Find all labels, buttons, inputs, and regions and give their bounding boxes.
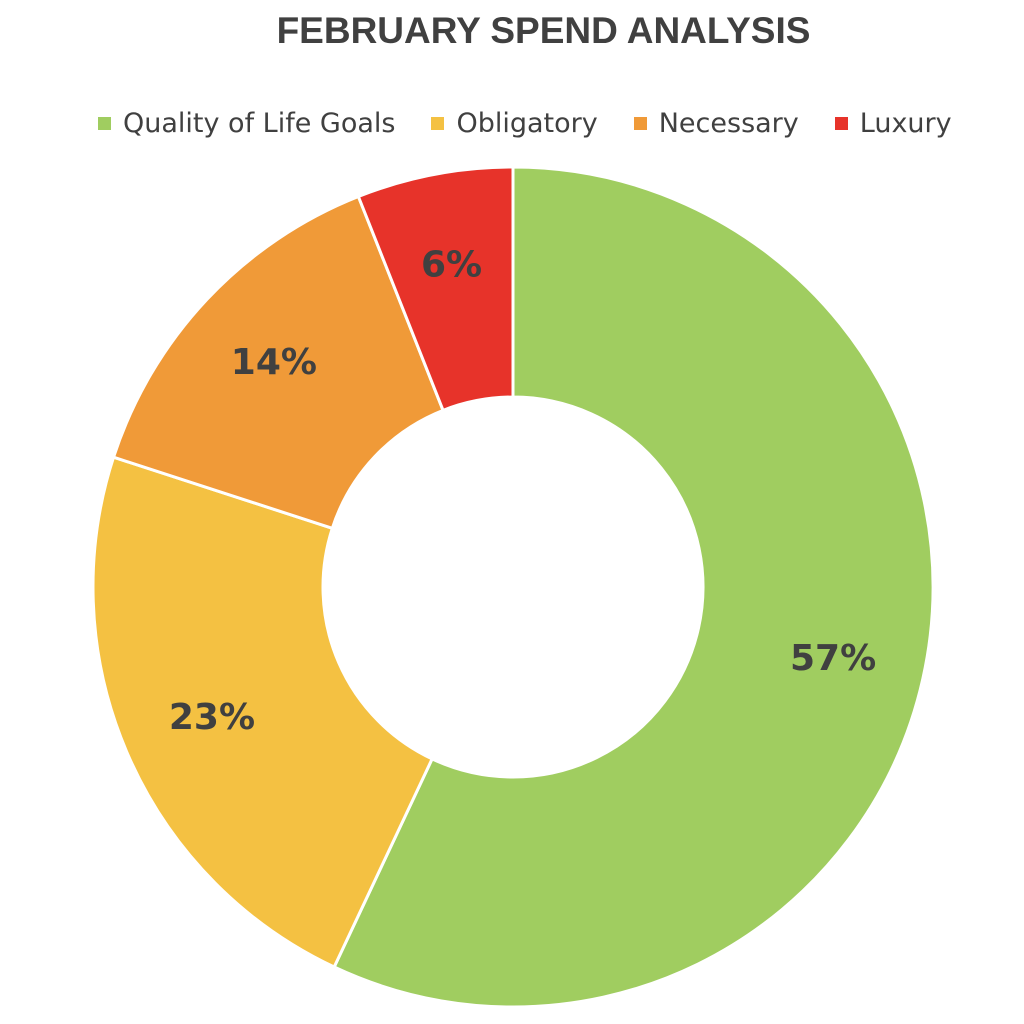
data-label-luxury: 6% (421, 244, 482, 285)
legend-item-luxury: Luxury (834, 107, 952, 139)
donut-slices (91, 165, 935, 1009)
legend-swatch (98, 116, 111, 130)
data-labels: 57% 23% 14% 6% (169, 244, 876, 737)
legend-label: Luxury (859, 107, 952, 139)
legend-swatch (633, 116, 647, 130)
legend-swatch (834, 116, 848, 130)
donut-slice-luxury (356, 165, 515, 413)
donut-slice-obligatory (91, 455, 435, 970)
legend-label: Quality of Life Goals (123, 107, 396, 139)
donut-slice-quality-of-life-goals (332, 165, 935, 1009)
chart-legend: Quality of Life Goals Obligatory Necessa… (98, 103, 952, 143)
chart-title: FEBRUARY SPEND ANALYSIS (276, 10, 811, 51)
data-label-quality-of-life-goals: 57% (790, 638, 876, 679)
data-label-necessary: 14% (231, 342, 317, 383)
data-label-obligatory: 23% (169, 697, 255, 738)
legend-label: Obligatory (456, 107, 598, 139)
legend-swatch (431, 116, 445, 130)
legend-item-obligatory: Obligatory (431, 107, 598, 139)
donut-slice-necessary (111, 194, 446, 531)
legend-item-necessary: Necessary (633, 107, 799, 139)
legend-item-quality-of-life-goals: Quality of Life Goals (98, 108, 395, 139)
legend-label: Necessary (658, 107, 799, 139)
